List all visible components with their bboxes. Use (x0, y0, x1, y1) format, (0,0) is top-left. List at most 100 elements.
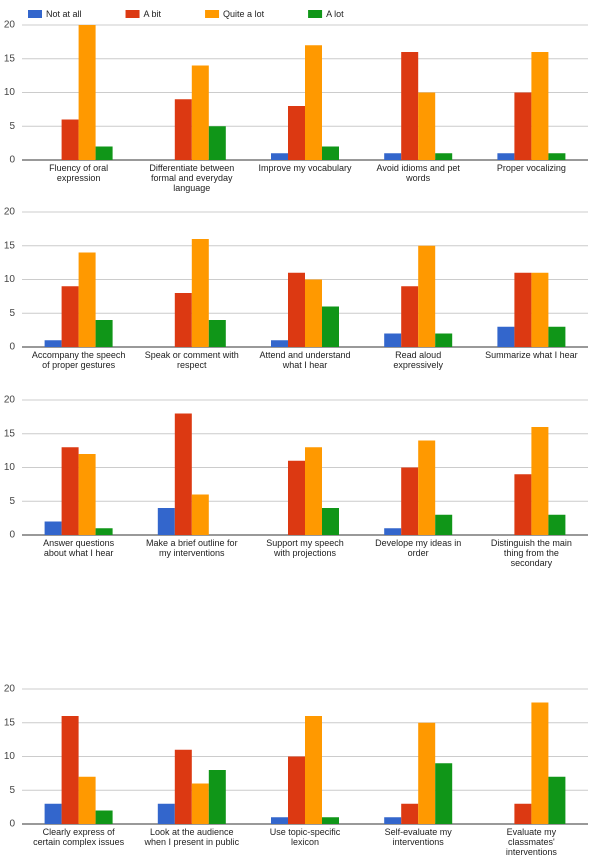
bar (78, 454, 96, 535)
y-tick-label: 10 (4, 274, 16, 285)
bar (514, 92, 532, 160)
x-tick-label: Improve my vocabulary (258, 163, 352, 173)
bar (305, 45, 322, 160)
x-tick-label: Use topic-specific lexicon (269, 827, 341, 847)
y-tick-label: 20 (4, 20, 16, 31)
bar (531, 702, 549, 824)
x-tick-label: Attend and understand what I hear (259, 350, 351, 370)
bar (305, 447, 322, 535)
y-tick-label: 20 (4, 684, 16, 695)
x-tick-label: Summarize what I hear (485, 350, 578, 360)
y-tick-label: 5 (9, 121, 15, 132)
bar (44, 340, 62, 347)
legend-swatch (28, 10, 42, 18)
bar (271, 153, 288, 160)
legend-swatch (308, 10, 323, 18)
bar (322, 306, 339, 347)
bar (78, 252, 96, 347)
x-tick-label: Support my speech with projections (266, 538, 344, 558)
bar (61, 716, 79, 824)
bar (384, 528, 402, 535)
bar (157, 508, 175, 535)
x-tick-label: Develope my ideas in order (375, 538, 462, 558)
bar (548, 514, 566, 535)
bar (418, 722, 436, 824)
bar (191, 494, 209, 535)
x-tick-label: Speak or comment with respect (144, 350, 239, 370)
x-tick-label: Answer questions about what I hear (43, 538, 115, 558)
legend-swatch (125, 10, 140, 18)
bar (514, 474, 532, 535)
bar (531, 272, 549, 347)
bar (497, 326, 515, 347)
bar (548, 153, 566, 160)
bar (514, 272, 532, 347)
bar (322, 508, 339, 535)
bar (531, 52, 549, 160)
x-tick-label: Self-evaluate my interventions (384, 827, 452, 847)
y-tick-label: 15 (4, 717, 16, 728)
bar (514, 803, 532, 824)
bar (401, 286, 419, 347)
x-tick-label: Proper vocalizing (496, 163, 566, 173)
bar (401, 803, 419, 824)
bar (531, 427, 549, 535)
bar (157, 803, 175, 824)
legend-swatch (205, 10, 220, 18)
bar (271, 817, 288, 824)
bar (61, 286, 79, 347)
bar (208, 770, 226, 824)
bar (44, 521, 62, 535)
y-tick-label: 0 (9, 819, 15, 830)
bar (322, 817, 339, 824)
bar (95, 320, 113, 347)
y-tick-label: 15 (4, 428, 16, 439)
bar (401, 467, 419, 535)
bar (174, 749, 192, 824)
bar (548, 326, 566, 347)
bar (418, 245, 436, 347)
bar (322, 146, 339, 160)
bar (44, 803, 62, 824)
legend-label: A lot (326, 9, 344, 19)
bar (174, 293, 192, 347)
y-tick-label: 15 (4, 240, 16, 251)
bar (78, 25, 96, 160)
x-tick-label: Differentiate between formal and everyda… (149, 163, 235, 193)
y-tick-label: 5 (9, 496, 15, 507)
bar (174, 99, 192, 160)
bar (174, 413, 192, 535)
bar (418, 440, 436, 535)
x-tick-label: Accompany the speech of proper gestures (31, 350, 126, 370)
bar (208, 126, 226, 160)
y-tick-label: 0 (9, 342, 15, 353)
y-tick-label: 15 (4, 53, 16, 64)
bar (95, 146, 113, 160)
y-tick-label: 5 (9, 785, 15, 796)
bar (548, 776, 566, 824)
bar (288, 272, 305, 347)
y-tick-label: 10 (4, 462, 16, 473)
y-tick-label: 20 (4, 207, 16, 218)
x-tick-label: Evaluate my classmates' interventions (505, 827, 557, 857)
y-tick-label: 10 (4, 751, 16, 762)
bar (418, 92, 436, 160)
x-tick-label: Make a brief outline for my intervention… (146, 538, 238, 558)
legend-label: A bit (143, 9, 162, 19)
x-tick-label: Clearly express of certain complex issue… (33, 827, 125, 847)
y-tick-label: 20 (4, 395, 16, 406)
y-tick-label: 0 (9, 155, 15, 166)
x-tick-label: Look at the audience when I present in p… (144, 827, 240, 847)
y-tick-label: 5 (9, 308, 15, 319)
bar (288, 460, 305, 535)
bar (61, 447, 79, 535)
bar (95, 810, 113, 824)
y-tick-label: 10 (4, 87, 16, 98)
legend-label: Quite a lot (223, 9, 265, 19)
bar (191, 239, 209, 347)
x-tick-label: Read aloud expressively (393, 350, 443, 370)
bar (95, 528, 113, 535)
bar (191, 65, 209, 160)
